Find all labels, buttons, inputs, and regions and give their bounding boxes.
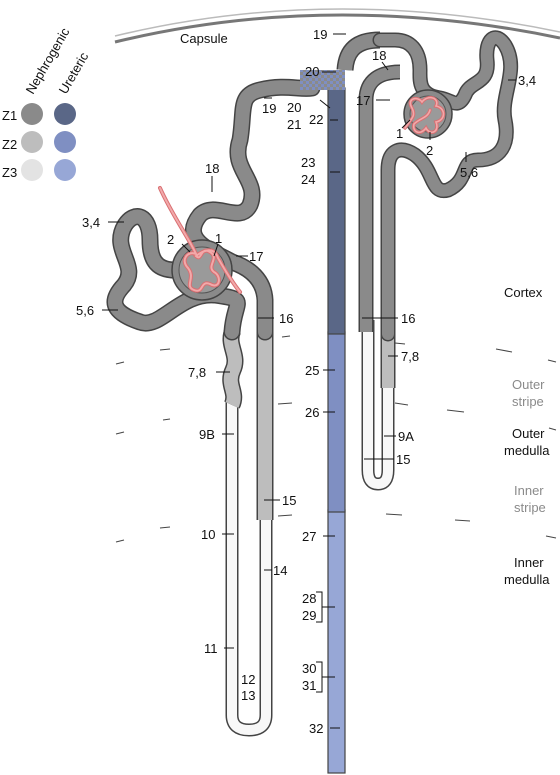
label-left-1: 1: [215, 231, 222, 246]
label-left-14: 14: [273, 563, 287, 578]
label-right-16: 16: [401, 311, 415, 326]
capsule-label: Capsule: [180, 31, 228, 46]
label-cd-32: 32: [309, 721, 323, 736]
label-left-7-8: 7,8: [188, 365, 206, 380]
label-cd-23: 23: [301, 155, 315, 170]
legend-ureteric-z1-swatch: [54, 103, 76, 125]
zone-label-inner-medulla-1: Inner: [514, 555, 544, 570]
label-right-3-4: 3,4: [518, 73, 536, 88]
legend-nephrogenic-z2-swatch: [21, 131, 43, 153]
collecting-duct-outer-medulla: [327, 331, 346, 513]
label-cd-26: 26: [305, 405, 319, 420]
label-cd-19: 19: [313, 27, 327, 42]
label-cd-31: 31: [302, 678, 316, 693]
label-left-3-4: 3,4: [82, 215, 100, 230]
zone-label-outer-medulla-1: Outer: [512, 426, 545, 441]
label-cd-25: 25: [305, 363, 319, 378]
collecting-duct-medulla-inner: [327, 509, 346, 774]
label-left-11: 11: [204, 641, 218, 656]
left-nephron: [106, 78, 321, 737]
label-left-17: 17: [249, 249, 263, 264]
legend-row-z2: Z2: [2, 137, 17, 152]
zone-label-cortex: Cortex: [504, 285, 543, 300]
label-cd-28: 28: [302, 591, 316, 606]
legend-ureteric-header: Ureteric: [56, 49, 92, 96]
collecting-labels: 19 20 20 21 22 23 24 25 26 27 28 29 30 3…: [287, 27, 327, 736]
legend: Nephrogenic Ureteric Z1 Z2 Z3: [2, 25, 92, 181]
label-right-9a: 9A: [398, 429, 414, 444]
label-cd-21: 21: [287, 117, 301, 132]
label-left-19: 19: [262, 101, 276, 116]
zone-label-inner-medulla-2: medulla: [504, 572, 550, 587]
label-cd-20: 20: [287, 100, 301, 115]
right-nephron: [358, 30, 519, 491]
label-right-15: 15: [396, 452, 410, 467]
label-right-17: 17: [356, 93, 370, 108]
collecting-duct: [300, 31, 381, 774]
label-left-16: 16: [279, 311, 293, 326]
legend-ureteric-z3-swatch: [54, 159, 76, 181]
label-left-18: 18: [205, 161, 219, 176]
label-left-13: 13: [241, 688, 255, 703]
label-cd-20-top: 20: [305, 64, 319, 79]
label-right-7-8: 7,8: [401, 349, 419, 364]
label-left-15: 15: [282, 493, 296, 508]
legend-row-z1: Z1: [2, 108, 17, 123]
lead-lines: [102, 33, 516, 729]
collecting-duct-cortex: [327, 87, 346, 335]
zone-label-inner-stripe-2: stripe: [514, 500, 546, 515]
label-left-2: 2: [167, 232, 174, 247]
label-right-5-6: 5,6: [460, 165, 478, 180]
legend-nephrogenic-z3-swatch: [21, 159, 43, 181]
legend-ureteric-z2-swatch: [54, 131, 76, 153]
label-cd-30: 30: [302, 661, 316, 676]
label-cd-22: 22: [309, 112, 323, 127]
right-labels: 18 3,4 17 1 2 5,6 16 7,8 9A 15: [356, 48, 536, 467]
label-cd-24: 24: [301, 172, 315, 187]
label-right-18: 18: [372, 48, 386, 63]
zone-boundaries: [115, 335, 557, 543]
label-left-10: 10: [201, 527, 215, 542]
zone-label-outer-medulla-2: medulla: [504, 443, 550, 458]
zone-label-inner-stripe-1: Inner: [514, 483, 544, 498]
legend-row-z3: Z3: [2, 165, 17, 180]
label-left-9b: 9B: [199, 427, 215, 442]
legend-nephrogenic-z1-swatch: [21, 103, 43, 125]
label-left-5-6: 5,6: [76, 303, 94, 318]
zone-label-outer-stripe-1: Outer: [512, 377, 545, 392]
label-left-12: 12: [241, 672, 255, 687]
label-right-1: 1: [396, 126, 403, 141]
left-labels: 18 19 3,4 2 1 17 5,6 16 7,8 9B 15 10 14 …: [76, 101, 296, 703]
label-cd-27: 27: [302, 529, 316, 544]
capsule-line: [114, 13, 560, 44]
label-right-2: 2: [426, 143, 433, 158]
zone-label-outer-stripe-2: stripe: [512, 394, 544, 409]
label-cd-29: 29: [302, 608, 316, 623]
